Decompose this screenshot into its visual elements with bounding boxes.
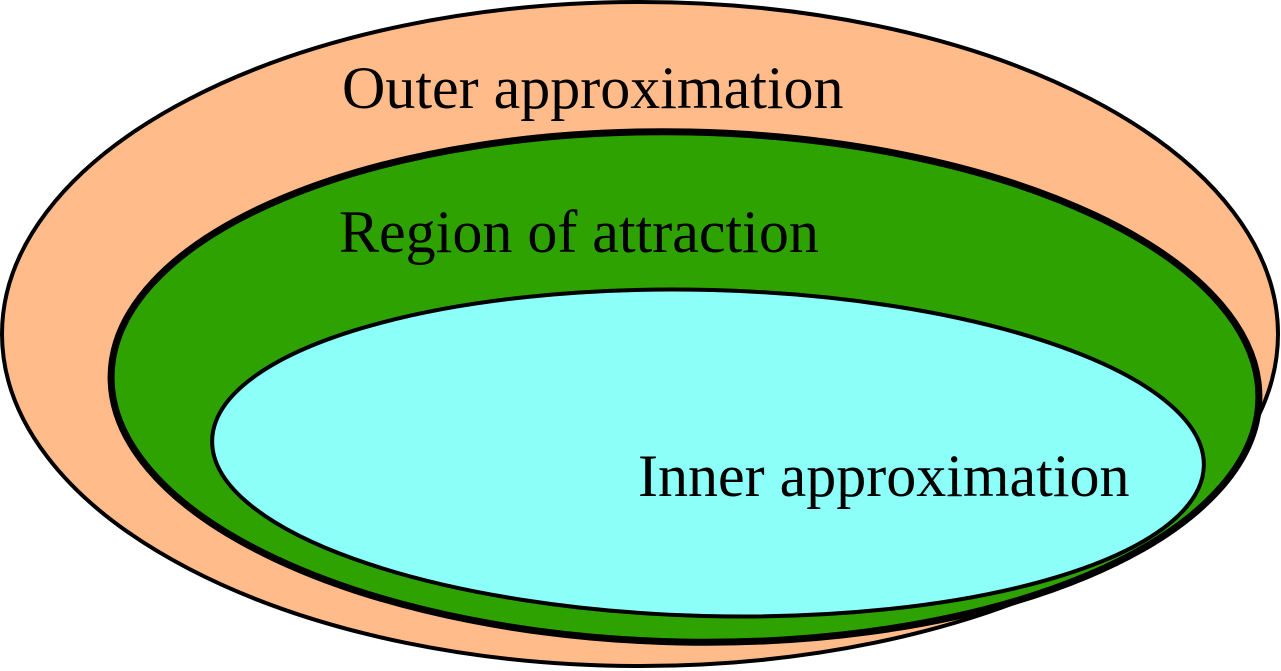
- outer-approximation-label: Outer approximation: [342, 55, 844, 121]
- inner-approximation-region: [210, 287, 1206, 619]
- inner-approximation-label: Inner approximation: [638, 443, 1130, 509]
- region-of-attraction-label: Region of attraction: [339, 199, 819, 265]
